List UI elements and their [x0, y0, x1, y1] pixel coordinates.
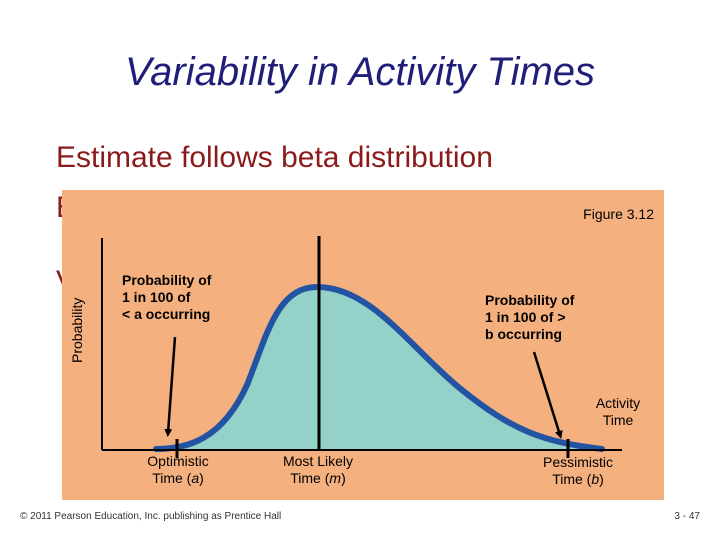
beta-distribution-figure: Figure 3.12 Probability Probability of 1…: [62, 190, 664, 500]
most-likely-line-2: Time (m): [268, 470, 368, 487]
annotation-b: Probability of 1 in 100 of > b occurring: [485, 292, 574, 343]
x-axis-label-line-1: Activity: [595, 395, 641, 411]
annotation-a-line-2: 1 in 100 of: [122, 289, 191, 305]
pessimistic-time-label: Pessimistic Time (b): [528, 454, 628, 488]
beta-curve-area: [156, 287, 602, 449]
pointer-a: [164, 336, 177, 437]
most-likely-time-label: Most Likely Time (m): [268, 453, 368, 487]
beta-curve-line: [153, 283, 605, 452]
annotation-b-line-3: b occurring: [485, 326, 563, 342]
annotation-b-line-1: Probability of: [485, 292, 575, 308]
pessimistic-var: b: [591, 471, 600, 487]
x-axis-label: Activity Time: [580, 395, 656, 429]
optimistic-line-2: Time (a): [128, 470, 228, 487]
x-axis-label-line-2: Time: [602, 412, 634, 428]
annotation-a-line-1: Probability of: [122, 272, 212, 288]
annotation-a: Probability of 1 in 100 of < a occurring: [122, 272, 211, 323]
most-likely-var: m: [329, 470, 342, 486]
optimistic-post: ): [199, 470, 204, 486]
pessimistic-line-2: Time (b): [528, 471, 628, 488]
slide-title: Variability in Activity Times: [124, 50, 596, 94]
footer-page-number: 3 - 47: [674, 511, 700, 522]
most-likely-pre: Time (: [290, 470, 330, 486]
y-axis-label: Probability: [69, 297, 85, 363]
pessimistic-post: ): [599, 471, 604, 487]
optimistic-var: a: [191, 470, 200, 486]
annotation-b-line-2: 1 in 100 of >: [485, 309, 566, 325]
most-likely-line-1: Most Likely: [282, 453, 354, 469]
pessimistic-line-1: Pessimistic: [542, 454, 613, 470]
beta-distribution-graphic: [101, 236, 622, 458]
bullet-beta-distribution: Estimate follows beta distribution: [56, 141, 493, 174]
optimistic-time-label: Optimistic Time (a): [128, 453, 228, 487]
optimistic-line-1: Optimistic: [147, 453, 209, 469]
figure-label: Figure 3.12: [583, 206, 654, 222]
footer-copyright: © 2011 Pearson Education, Inc. publishin…: [20, 511, 282, 522]
most-likely-post: ): [341, 470, 346, 486]
optimistic-pre: Time (: [152, 470, 192, 486]
pointer-b: [532, 351, 563, 439]
pessimistic-pre: Time (: [552, 471, 592, 487]
annotation-a-line-3: < a occurring: [122, 306, 211, 322]
